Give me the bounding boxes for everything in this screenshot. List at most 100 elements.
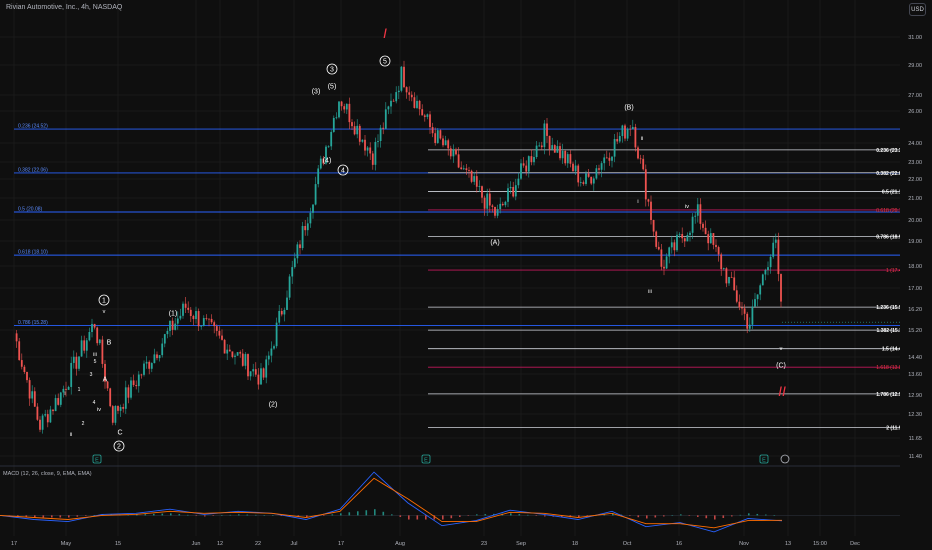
fib-levels-right: 0.236 (23.32) 0.382 (22.07) 0.5 (21.10) 0.7… [428, 148, 906, 432]
time-tick: 15:00 [813, 541, 827, 547]
candle-body [769, 256, 772, 268]
candle-body [475, 176, 478, 187]
candle-body [694, 215, 697, 217]
macd-histogram-bar [731, 515, 733, 517]
candle-body [574, 165, 577, 172]
fib-label: 1.382 (15.11) [877, 328, 907, 334]
macd-histogram-bar [42, 515, 45, 518]
wave-label: i [637, 199, 638, 205]
candle-body [431, 127, 434, 134]
candle-body [332, 117, 335, 132]
fib-label: 2 (11.95) [886, 426, 906, 432]
candle-body [436, 130, 439, 143]
candle-body [621, 125, 624, 137]
candle-body [202, 318, 205, 326]
candle-body [119, 406, 122, 411]
wave-label: 2 [117, 443, 121, 450]
candle-body [722, 268, 725, 270]
macd-histogram-bar [204, 515, 206, 517]
candle-body [176, 318, 179, 324]
wave-label: 4 [341, 167, 345, 174]
candle-body [218, 330, 221, 336]
earnings-icon-label: E [424, 458, 428, 464]
candle-body [304, 226, 307, 231]
time-tick: Oct [623, 541, 632, 547]
candle-body [241, 353, 244, 366]
candle-body [629, 128, 632, 130]
candle-body [535, 145, 538, 158]
candle-body [26, 372, 28, 381]
price-axis[interactable]: 31.00 29.00 27.00 26.00 24.00 23.00 22.00 21.00… [900, 0, 932, 540]
candle-body [728, 276, 730, 284]
macd-histogram-bar [527, 514, 529, 516]
macd-histogram-bar [34, 515, 36, 518]
wave-label: 5 [383, 58, 387, 65]
candle-body [678, 233, 681, 235]
candle-body [504, 201, 507, 206]
candle-body [387, 106, 390, 110]
macd-histogram-bar [765, 514, 767, 516]
candle-body [312, 204, 314, 213]
candle-body [345, 103, 348, 110]
fib-label: 0.5 (20.08) [18, 207, 43, 213]
earnings-icon [759, 454, 769, 464]
fib-label: 0.236 (24.52) [18, 124, 48, 130]
macd-histogram-bar [272, 515, 274, 516]
candle-body [608, 157, 611, 161]
candle-body [772, 242, 775, 257]
candle-body [517, 178, 520, 186]
candle-body [46, 414, 49, 423]
candle-body [72, 356, 75, 363]
macd-histogram-bar [773, 515, 776, 516]
candle-body [626, 128, 629, 139]
macd-histogram-bar [544, 515, 546, 517]
candle-body [252, 369, 255, 372]
candle-body [447, 140, 450, 149]
macd-histogram-bar [416, 515, 419, 520]
candle-body [592, 178, 595, 184]
candle-body [299, 244, 301, 249]
price-tick: 11.65 [909, 436, 922, 442]
candle-body [338, 101, 340, 118]
candle-body [205, 318, 208, 319]
candle-body [169, 320, 171, 331]
price-tick: 12.30 [908, 412, 922, 418]
macd-histogram-bar [391, 514, 393, 516]
price-tick: 31.00 [908, 35, 922, 41]
fib-label: 0.382 (22.07) [876, 171, 906, 177]
candle-body [65, 388, 67, 390]
candle-body [257, 374, 260, 385]
candle-body [158, 355, 161, 359]
macd-histogram-bar [195, 515, 198, 516]
time-tick: 18 [572, 541, 578, 547]
candle-body [686, 234, 689, 242]
price-tick: 19.00 [908, 239, 922, 245]
candle-body [522, 163, 525, 166]
candle-body [78, 356, 80, 369]
candle-body [733, 277, 736, 291]
candle-body [174, 323, 177, 330]
wave-label: v [103, 309, 106, 315]
candle-body [150, 363, 153, 369]
time-tick: 22 [255, 541, 261, 547]
macd-histogram-bar [229, 514, 232, 516]
macd-legend: MACD (12, 26, close, 9, EMA, EMA) [3, 471, 92, 477]
macd-histogram-bar [348, 512, 351, 516]
candle-body [23, 366, 26, 373]
candle-body [553, 145, 556, 153]
candle-body [275, 322, 278, 347]
candle-body [88, 332, 91, 341]
candle-body [293, 258, 296, 268]
candle-body [57, 398, 60, 405]
time-tick: 16 [676, 541, 682, 547]
wave-label: v [780, 346, 783, 352]
time-axis[interactable]: 17 May 15 Jun 12 22 Jul 17 Aug 23 Sep 18 Oct 16 Nov 13 1… [0, 536, 932, 550]
candle-body [413, 97, 416, 108]
candle-body [156, 354, 158, 359]
candle-body [590, 176, 593, 184]
currency-button[interactable]: USD [909, 3, 926, 16]
fib-label: 0.618 (18.10) [18, 250, 48, 256]
wave-label: (2) [269, 401, 278, 408]
